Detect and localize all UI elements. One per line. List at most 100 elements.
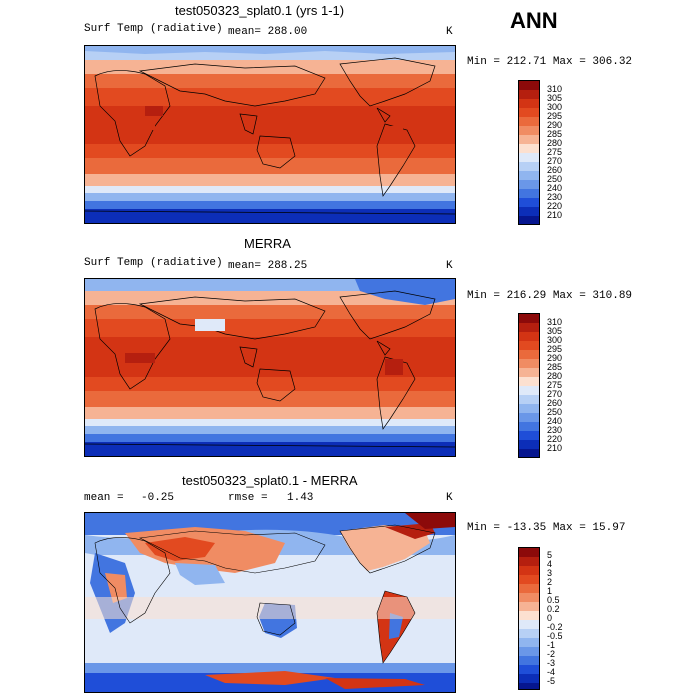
panel2-colorbar <box>518 313 540 458</box>
panel1-colorbar-swatch <box>519 198 539 207</box>
panel3-rmse-value: 1.43 <box>287 492 314 504</box>
panel1-colorbar-tick: 310 <box>547 84 563 94</box>
panel2-colorbar-swatch <box>519 386 539 395</box>
panel2-colorbar-tick: 210 <box>547 443 563 453</box>
panel3-colorbar-tick: -5 <box>547 676 556 686</box>
panel1-map <box>84 45 456 224</box>
panel3-colorbar-tick: 1 <box>547 586 553 596</box>
panel3-colorbar-tick: 0 <box>547 613 553 623</box>
panel2-colorbar-tick: 270 <box>547 389 563 399</box>
panel2-colorbar-tick: 230 <box>547 425 563 435</box>
panel3-colorbar-swatch <box>519 548 539 557</box>
panel3-colorbar-swatch <box>519 611 539 620</box>
panel3-colorbar-swatch <box>519 620 539 629</box>
panel1-colorbar <box>518 80 540 225</box>
panel1-title: test050323_splat0.1 (yrs 1-1) <box>175 3 345 18</box>
panel2-colorbar-tick: 290 <box>547 353 563 363</box>
panel2-colorbar-swatch <box>519 440 539 449</box>
panel1-colorbar-swatch <box>519 135 539 144</box>
panel1-colorbar-tick: 240 <box>547 183 563 193</box>
panel1-colorbar-swatch <box>519 216 539 224</box>
panel3-units: K <box>446 492 453 504</box>
panel3-colorbar-swatch <box>519 683 539 689</box>
panel2-variable: Surf Temp (radiative) <box>84 257 223 269</box>
panel3-colorbar-tick: -2 <box>547 649 556 659</box>
panel3-map <box>84 512 456 693</box>
panel1-colorbar-tick: 220 <box>547 201 563 211</box>
panel1-colorbar-tick: 270 <box>547 156 563 166</box>
panel1-colorbar-tick: 285 <box>547 129 563 139</box>
panel2-colorbar-swatch <box>519 332 539 341</box>
panel2-colorbar-tick: 305 <box>547 326 563 336</box>
panel1-colorbar-swatch <box>519 144 539 153</box>
panel1-colorbar-swatch <box>519 180 539 189</box>
panel3-colorbar-swatch <box>519 602 539 611</box>
panel1-colorbar-tick: 300 <box>547 102 563 112</box>
panel2-colorbar-tick: 275 <box>547 380 563 390</box>
panel2-colorbar-swatch <box>519 368 539 377</box>
panel1-colorbar-tick: 275 <box>547 147 563 157</box>
panel1-colorbar-swatch <box>519 153 539 162</box>
panel2-colorbar-swatch <box>519 413 539 422</box>
panel2-colorbar-tick: 295 <box>547 344 563 354</box>
panel2-units: K <box>446 260 453 272</box>
panel3-colorbar-tick: -0.2 <box>547 622 563 632</box>
panel3-colorbar-tick: 2 <box>547 577 553 587</box>
panel2-map <box>84 278 456 457</box>
panel3-rmse-label: rmse = <box>228 492 268 504</box>
panel1-colorbar-swatch <box>519 171 539 180</box>
panel1-mean: mean= 288.00 <box>228 26 308 38</box>
panel3-colorbar-tick: 4 <box>547 559 553 569</box>
panel1-colorbar-tick: 280 <box>547 138 563 148</box>
panel3-colorbar-swatch <box>519 557 539 566</box>
panel2-colorbar-tick: 220 <box>547 434 563 444</box>
panel2-colorbar-tick: 280 <box>547 371 563 381</box>
panel2-colorbar-swatch <box>519 377 539 386</box>
panel2-colorbar-swatch <box>519 314 539 323</box>
panel1-colorbar-swatch <box>519 81 539 90</box>
panel3-colorbar <box>518 547 540 690</box>
panel1-colorbar-tick: 250 <box>547 174 563 184</box>
panel3-colorbar-swatch <box>519 674 539 683</box>
panel1-minmax: Min = 212.71 Max = 306.32 <box>467 56 633 68</box>
panel1-variable: Surf Temp (radiative) <box>84 23 223 35</box>
panel2-colorbar-tick: 250 <box>547 407 563 417</box>
season-label: ANN <box>510 8 558 33</box>
panel1-colorbar-tick: 295 <box>547 111 563 121</box>
panel1-colorbar-swatch <box>519 126 539 135</box>
panel1-colorbar-tick: 210 <box>547 210 563 220</box>
panel2-title: MERRA <box>244 236 291 251</box>
panel1-colorbar-swatch <box>519 90 539 99</box>
panel2-colorbar-swatch <box>519 350 539 359</box>
panel3-colorbar-tick: -3 <box>547 658 556 668</box>
panel2-minmax: Min = 216.29 Max = 310.89 <box>467 290 633 302</box>
panel1-colorbar-tick: 305 <box>547 93 563 103</box>
panel2-colorbar-tick: 285 <box>547 362 563 372</box>
panel3-colorbar-tick: 0.2 <box>547 604 560 614</box>
panel2-mean: mean= 288.25 <box>228 260 308 272</box>
panel1-colorbar-tick: 260 <box>547 165 563 175</box>
panel2-colorbar-tick: 240 <box>547 416 563 426</box>
panel3-colorbar-swatch <box>519 665 539 674</box>
panel3-colorbar-swatch <box>519 656 539 665</box>
panel3-mean-label: mean = <box>84 492 124 504</box>
panel3-minmax: Min = -13.35 Max = 15.97 <box>467 522 626 534</box>
panel1-units: K <box>446 26 453 38</box>
panel1-colorbar-swatch <box>519 108 539 117</box>
panel3-colorbar-tick: -4 <box>547 667 556 677</box>
panel3-colorbar-swatch <box>519 566 539 575</box>
panel2-colorbar-tick: 260 <box>547 398 563 408</box>
panel1-colorbar-tick: 230 <box>547 192 563 202</box>
panel1-colorbar-tick: 290 <box>547 120 563 130</box>
panel1-colorbar-swatch <box>519 189 539 198</box>
panel2-colorbar-swatch <box>519 395 539 404</box>
panel3-colorbar-tick: 0.5 <box>547 595 560 605</box>
panel2-colorbar-swatch <box>519 431 539 440</box>
panel3-mean-value: -0.25 <box>141 492 175 504</box>
panel2-colorbar-tick: 300 <box>547 335 563 345</box>
panel3-colorbar-tick: 5 <box>547 550 553 560</box>
panel2-colorbar-swatch <box>519 449 539 457</box>
panel2-colorbar-swatch <box>519 341 539 350</box>
panel3-colorbar-swatch <box>519 584 539 593</box>
panel3-colorbar-swatch <box>519 575 539 584</box>
